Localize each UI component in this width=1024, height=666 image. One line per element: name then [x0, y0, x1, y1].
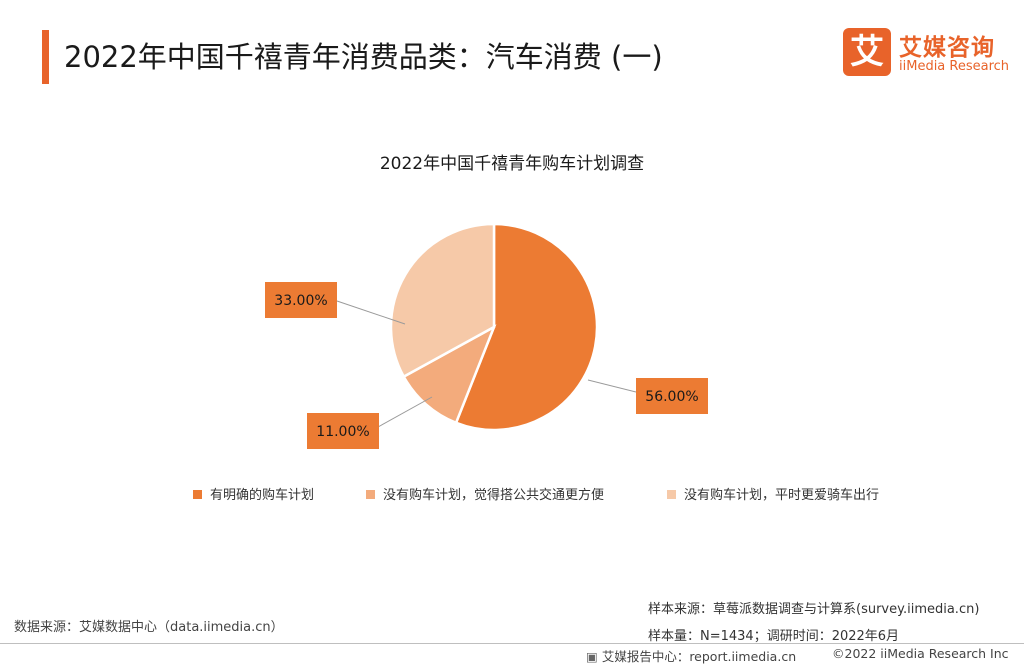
data-label: 56.00%: [645, 389, 698, 405]
legend-item-cycling: 没有购车计划，平时更爱骑车出行: [667, 484, 879, 503]
legend-swatch: [667, 490, 676, 499]
chart-title: 2022年中国千禧青年购车计划调查: [379, 154, 645, 174]
copyright: ©2022 iiMedia Research Inc: [832, 646, 1009, 661]
pie-slice-cycling: [389, 222, 496, 379]
iimedia-logo: 艾 艾媒咨询 iiMedia Research: [843, 28, 1013, 80]
sample-size: 样本量：N=1434；调研时间：2022年6月: [648, 629, 900, 644]
legend-label: 没有购车计划，平时更爱骑车出行: [684, 488, 880, 503]
chart-legend: 有明确的购车计划 没有购车计划，觉得搭公共交通更方便 没有购车计划，平时更爱骑车…: [0, 484, 1024, 504]
logo-mark: 艾: [843, 28, 891, 76]
data-label: 11.00%: [316, 424, 369, 440]
data-label-box: [265, 282, 337, 318]
pie-slice-public-transport: [402, 324, 497, 425]
legend-label: 没有购车计划，觉得搭公共交通更方便: [383, 488, 605, 503]
footer-divider: [0, 643, 1024, 644]
data-label-box: [307, 413, 379, 449]
legend-item-definite-plan: 有明确的购车计划: [193, 484, 314, 503]
legend-swatch: [366, 490, 375, 499]
report-center: ▣ 艾媒报告中心：report.iimedia.cn: [586, 646, 796, 665]
report-center-text: 艾媒报告中心：report.iimedia.cn: [601, 649, 797, 664]
page-title: 2022年中国千禧青年消费品类：汽车消费 (一): [64, 40, 663, 74]
leader-line: [336, 300, 406, 325]
legend-swatch: [193, 490, 202, 499]
logo-name-en: iiMedia Research: [899, 59, 1010, 74]
legend-item-public-transport: 没有购车计划，觉得搭公共交通更方便: [366, 484, 604, 503]
pie-slice-definite-plan: [454, 222, 599, 432]
data-source: 数据来源：艾媒数据中心（data.iimedia.cn）: [14, 620, 284, 635]
legend-label: 有明确的购车计划: [210, 488, 315, 503]
data-label-box: [636, 378, 708, 414]
document-icon: ▣: [586, 649, 598, 664]
title-accent-bar: [42, 30, 49, 84]
data-label: 33.00%: [274, 293, 327, 309]
leader-line: [377, 396, 433, 428]
leader-line: [587, 379, 637, 393]
sample-source: 样本来源：草莓派数据调查与计算系(survey.iimedia.cn): [648, 602, 980, 617]
logo-name-cn: 艾媒咨询: [899, 35, 995, 61]
